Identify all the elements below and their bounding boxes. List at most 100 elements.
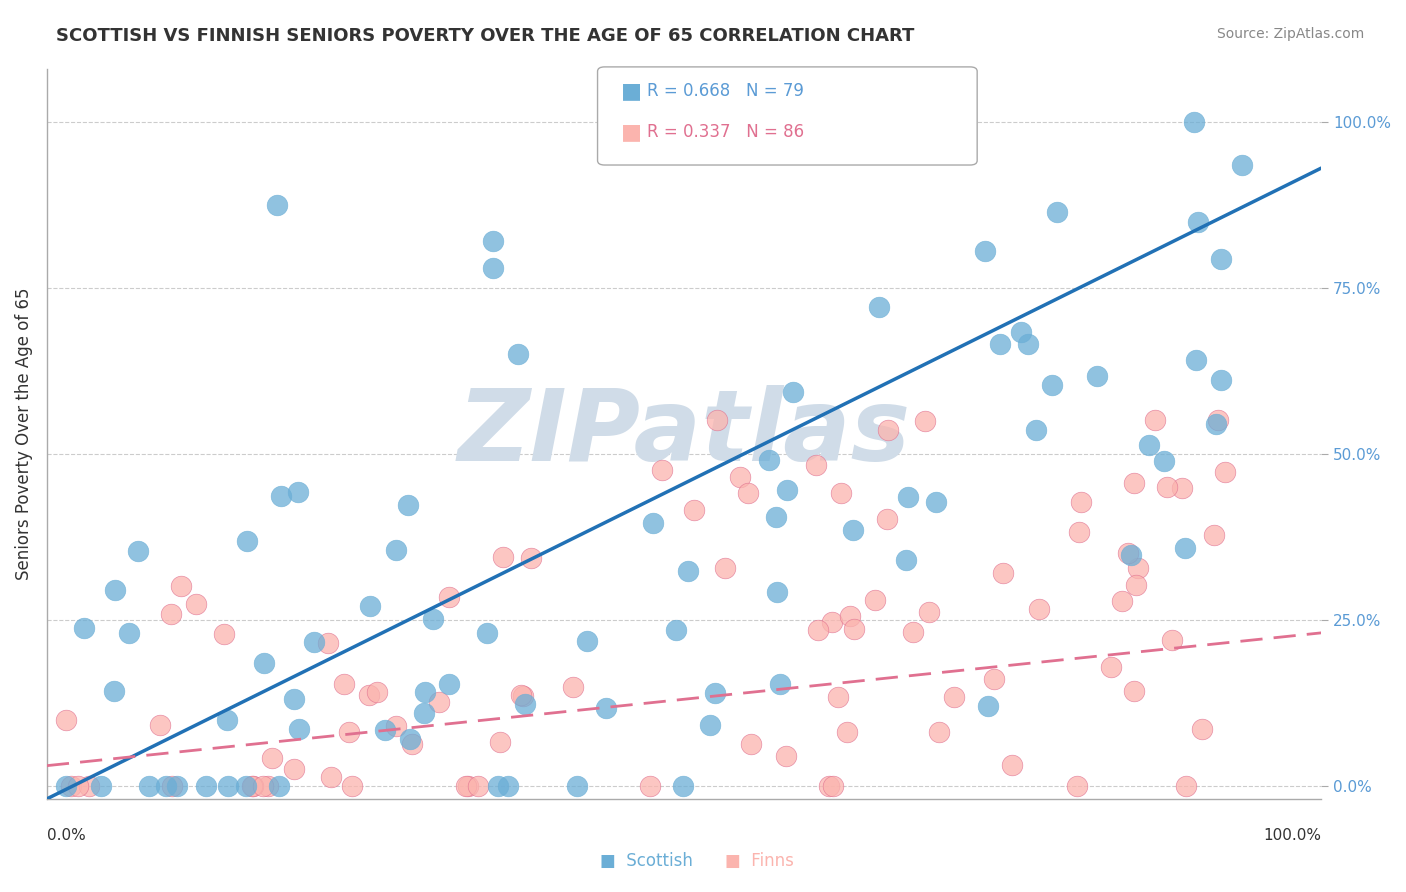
Point [235,779,257,793]
Point [439,677,461,691]
Point [214,627,236,641]
Point [897,490,920,504]
Text: ■: ■ [621,122,643,142]
Point [1028,601,1050,615]
Point [876,512,898,526]
Point [758,453,780,467]
Point [59,779,82,793]
Point [160,779,183,793]
Point [482,260,505,275]
Point [283,691,305,706]
Point [194,779,217,793]
Point [651,463,673,477]
Point [235,534,257,549]
Point [706,413,728,427]
Point [665,623,688,637]
Point [1191,722,1213,736]
Point [925,495,948,509]
Point [1040,378,1063,392]
Point [252,779,274,793]
Point [1206,413,1229,427]
Point [283,762,305,776]
Point [1128,561,1150,575]
Point [703,686,725,700]
Point [983,673,1005,687]
Point [398,731,420,746]
Point [877,424,900,438]
Point [863,592,886,607]
Point [240,779,263,793]
Point [427,696,450,710]
Text: ■: ■ [621,81,643,101]
Point [217,779,239,793]
Text: 100.0%: 100.0% [1263,828,1322,843]
Point [269,779,291,793]
Point [683,503,706,517]
Point [166,779,188,793]
Point [398,498,420,512]
Point [374,723,396,738]
Point [1116,546,1139,560]
Point [1137,438,1160,452]
Point [333,676,356,690]
Point [475,626,498,640]
Point [737,486,759,500]
Point [457,779,479,793]
Point [266,198,288,212]
Point [489,735,512,749]
Point [973,244,995,258]
Text: ■  Finns: ■ Finns [725,852,793,870]
Point [509,689,531,703]
Point [253,657,276,671]
Point [595,701,617,715]
Point [302,635,325,649]
Point [401,737,423,751]
Point [807,624,830,638]
Point [676,565,699,579]
Point [671,779,693,793]
Point [1170,481,1192,495]
Point [340,779,363,793]
Point [638,779,661,793]
Point [316,636,339,650]
Point [1205,417,1227,432]
Point [242,779,264,793]
Point [776,483,799,497]
Point [868,300,890,314]
Text: Source: ZipAtlas.com: Source: ZipAtlas.com [1216,27,1364,41]
Point [1202,528,1225,542]
Point [454,779,477,793]
Point [1066,779,1088,793]
Point [977,699,1000,714]
Point [1069,524,1091,539]
Point [385,543,408,558]
Point [765,585,787,599]
Point [359,599,381,613]
Point [492,549,515,564]
Point [215,713,238,727]
Point [413,685,436,699]
Point [467,779,489,793]
Point [257,779,280,793]
Point [565,779,588,793]
Point [827,690,849,704]
Point [1230,157,1253,171]
Point [804,458,827,472]
Point [1213,466,1236,480]
Point [1046,205,1069,219]
Point [914,414,936,428]
Point [170,579,193,593]
Point [512,690,534,704]
Point [837,724,859,739]
Point [1185,352,1208,367]
Point [821,779,844,793]
Point [821,615,844,629]
Point [1209,373,1232,387]
Point [1121,548,1143,562]
Point [1187,215,1209,229]
Point [1001,758,1024,772]
Point [918,605,941,619]
Point [1111,594,1133,608]
Point [740,737,762,751]
Point [1085,369,1108,384]
